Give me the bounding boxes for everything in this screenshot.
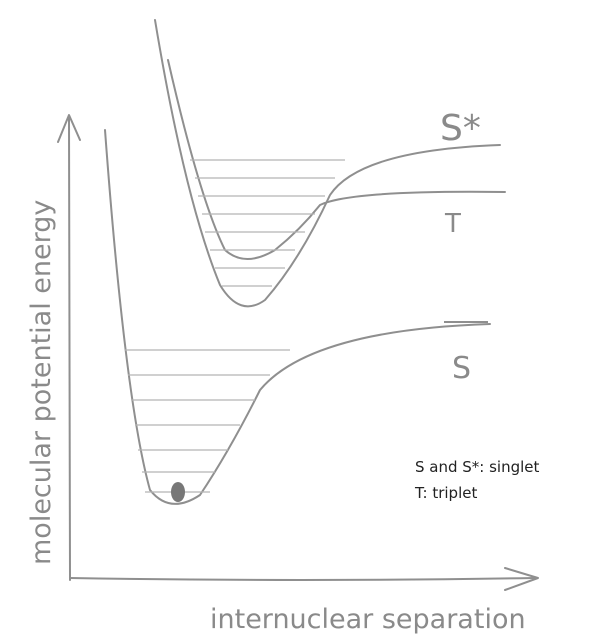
y-axis-label: molecular potential energy <box>26 200 57 565</box>
diagram: S* T S molecular potential energy intern… <box>0 0 612 637</box>
x-axis-label: internuclear separation <box>210 604 526 635</box>
legend-text: S and S*: singlet <box>415 458 540 476</box>
background <box>0 0 612 637</box>
legend-text: T: triplet <box>414 484 477 502</box>
y-axis <box>69 118 70 580</box>
ground-state-blob <box>171 482 185 502</box>
curve-label: S <box>452 351 471 386</box>
curve-label: S* <box>440 108 481 149</box>
curve-label: T <box>444 209 461 239</box>
